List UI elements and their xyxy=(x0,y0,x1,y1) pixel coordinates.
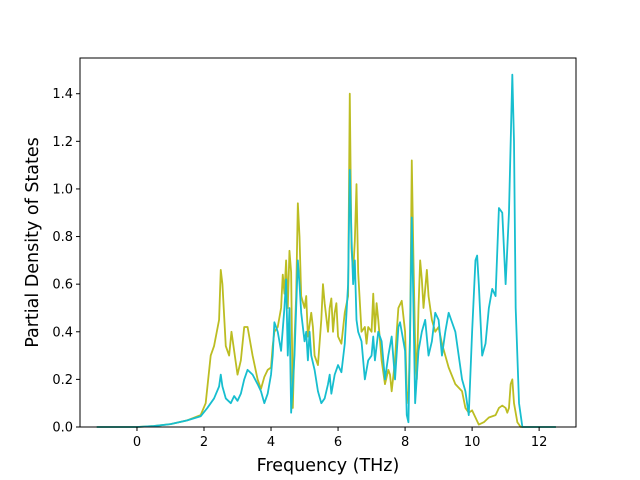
x-tick-label: 8 xyxy=(401,435,409,450)
y-tick-label: 0.8 xyxy=(52,230,73,245)
y-tick-label: 1.0 xyxy=(52,182,73,197)
y-tick-label: 0.0 xyxy=(52,421,73,436)
y-tick-label: 0.2 xyxy=(52,373,73,388)
series-layer xyxy=(96,73,556,428)
x-tick-label: 12 xyxy=(531,435,548,450)
x-tick-label: 10 xyxy=(464,435,481,450)
x-axis-label: Frequency (THz) xyxy=(257,456,400,476)
y-tick-label: 0.4 xyxy=(52,325,73,340)
x-tick-label: 2 xyxy=(200,435,208,450)
x-tick-label: 0 xyxy=(133,435,141,450)
y-tick-label: 0.6 xyxy=(52,278,73,293)
series-line-2 xyxy=(96,73,556,428)
y-axis-ticks: 0.0 0.2 0.4 0.6 0.8 1.0 1.2 1.4 xyxy=(52,87,80,436)
x-axis-ticks: 0 2 4 6 8 10 12 xyxy=(133,427,548,450)
x-tick-label: 6 xyxy=(334,435,342,450)
x-tick-label: 4 xyxy=(267,435,275,450)
y-tick-label: 1.2 xyxy=(52,135,73,150)
y-axis-label: Partial Density of States xyxy=(23,137,43,348)
y-tick-label: 1.4 xyxy=(52,87,73,102)
axes-frame xyxy=(79,57,577,428)
